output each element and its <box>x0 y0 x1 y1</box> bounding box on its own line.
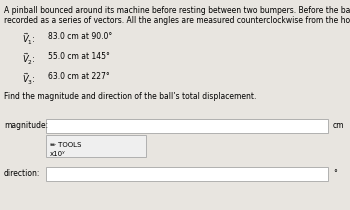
Text: recorded as a series of vectors. All the angles are measured counterclockwise fr: recorded as a series of vectors. All the… <box>4 16 350 25</box>
Text: magnitude:: magnitude: <box>4 122 48 130</box>
Text: cm: cm <box>333 122 344 130</box>
Text: 63.0 cm at 227°: 63.0 cm at 227° <box>48 72 110 81</box>
Text: x10ʸ: x10ʸ <box>50 151 66 157</box>
Text: direction:: direction: <box>4 169 40 178</box>
Bar <box>46 119 328 133</box>
Text: $\vec{V}_3$:: $\vec{V}_3$: <box>22 72 36 87</box>
Text: ✏ TOOLS: ✏ TOOLS <box>50 142 81 148</box>
Text: Find the magnitude and direction of the ball’s total displacement.: Find the magnitude and direction of the … <box>4 92 256 101</box>
Text: $\vec{V}_2$:: $\vec{V}_2$: <box>22 52 36 67</box>
Text: A pinball bounced around its machine before resting between two bumpers. Before : A pinball bounced around its machine bef… <box>4 6 350 15</box>
Bar <box>46 167 328 181</box>
Text: 55.0 cm at 145°: 55.0 cm at 145° <box>48 52 110 61</box>
Bar <box>46 135 146 157</box>
Text: 83.0 cm at 90.0°: 83.0 cm at 90.0° <box>48 32 112 41</box>
Text: °: ° <box>333 169 337 178</box>
Text: $\vec{V}_1$:: $\vec{V}_1$: <box>22 32 36 47</box>
